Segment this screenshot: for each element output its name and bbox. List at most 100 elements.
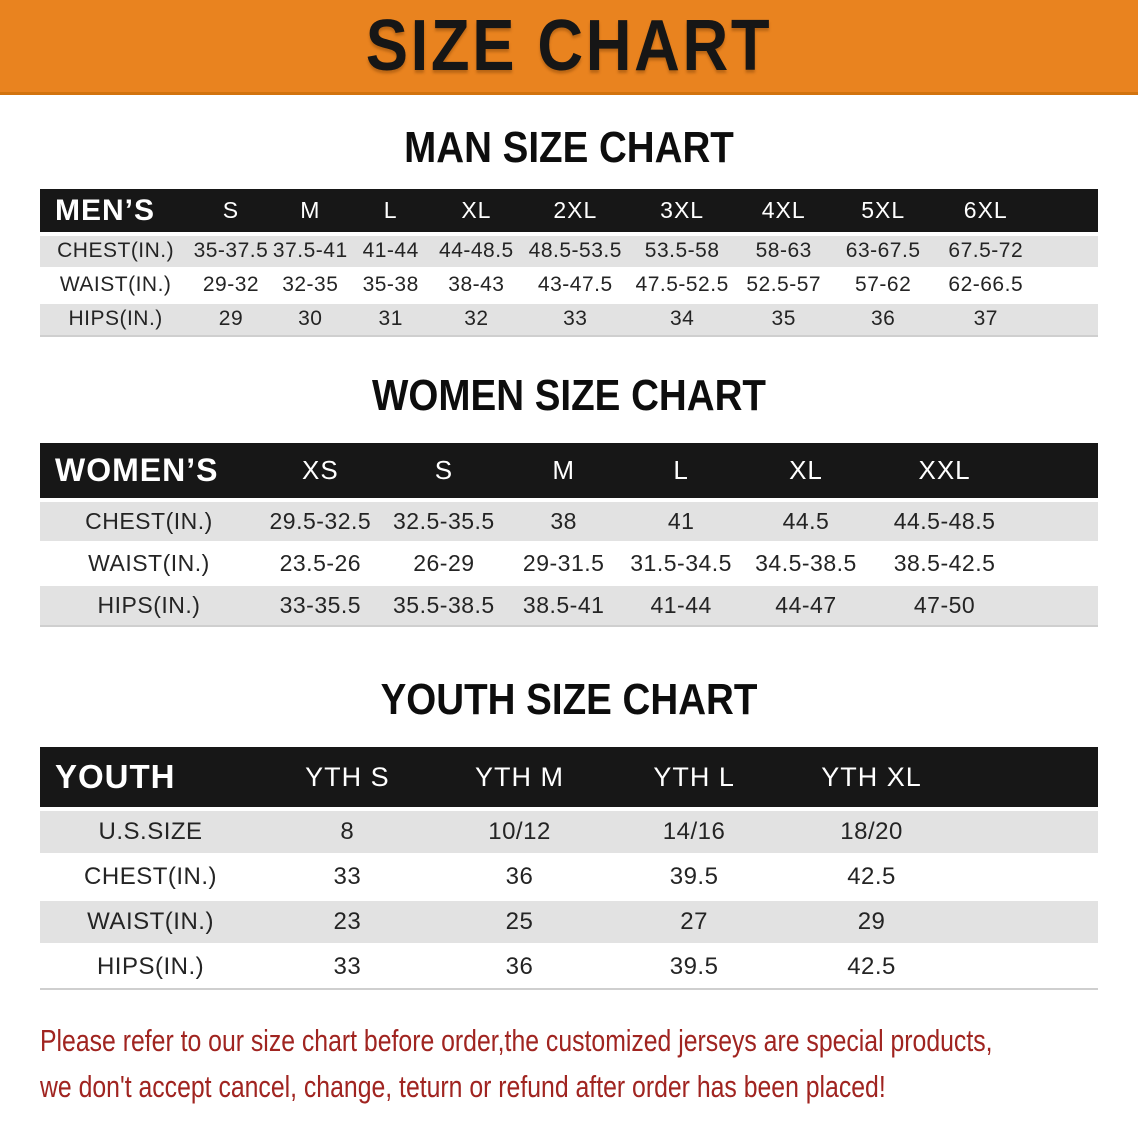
size-cell: 42.5 xyxy=(782,942,961,990)
size-column-header: 2XL xyxy=(521,189,630,236)
size-cell: 67.5-72 xyxy=(933,234,1038,268)
cell-filler xyxy=(1017,500,1098,542)
size-cell: 41-44 xyxy=(349,234,432,268)
row-label: CHEST(IN.) xyxy=(40,234,192,268)
table-row: U.S.SIZE 8 10/12 14/16 18/20 xyxy=(40,809,1098,854)
man-size-section: MAN SIZE CHART MEN’S S M L XL 2XL 3XL 4XL 5XL 6XL… xyxy=(0,122,1138,337)
size-cell: 38 xyxy=(504,500,623,542)
size-cell: 53.5-58 xyxy=(629,234,736,268)
size-cell: 41-44 xyxy=(622,582,740,627)
size-cell: 25 xyxy=(433,897,606,944)
youth-size-table: YOUTH YTH S YTH M YTH L YTH XL U.S.SIZE 8 10/12… xyxy=(40,747,1098,990)
size-column-header: YTH S xyxy=(261,747,434,811)
size-cell: 62-66.5 xyxy=(933,266,1038,302)
mens-size-table: MEN’S S M L XL 2XL 3XL 4XL 5XL 6XL CHEST(IN.) 35-37… xyxy=(40,189,1098,337)
man-size-table-slot: MEN’S S M L XL 2XL 3XL 4XL 5XL 6XL CHEST(IN.) 35-37… xyxy=(0,189,1138,337)
cell-filler xyxy=(1037,300,1098,337)
size-cell: 37 xyxy=(933,300,1038,337)
table-group-label: MEN’S xyxy=(40,189,192,236)
size-cell: 30 xyxy=(270,300,350,337)
header-row: WOMEN’S XS S M L XL XXL xyxy=(40,443,1098,502)
size-cell: 42.5 xyxy=(782,852,961,899)
size-cell: 36 xyxy=(832,300,934,337)
size-cell: 44.5-48.5 xyxy=(872,500,1018,542)
row-label: U.S.SIZE xyxy=(40,809,262,854)
size-cell: 38.5-41 xyxy=(504,582,623,627)
size-cell: 37.5-41 xyxy=(270,234,350,268)
size-cell: 35.5-38.5 xyxy=(382,582,505,627)
size-cell: 57-62 xyxy=(832,266,934,302)
row-label: WAIST(IN.) xyxy=(40,266,192,302)
table-row: HIPS(IN.) 33 36 39.5 42.5 xyxy=(40,942,1098,990)
size-cell: 33 xyxy=(261,942,434,990)
size-column-header: M xyxy=(270,189,350,236)
size-column-header: 3XL xyxy=(629,189,736,236)
header-filler xyxy=(1017,443,1098,502)
size-column-header: M xyxy=(504,443,623,502)
size-cell: 23.5-26 xyxy=(257,540,383,584)
size-cell: 44.5 xyxy=(739,500,873,542)
size-cell: 35-38 xyxy=(349,266,432,302)
size-cell: 36 xyxy=(433,852,606,899)
table-row: CHEST(IN.) 29.5-32.5 32.5-35.5 38 41 44.5 44.5… xyxy=(40,500,1098,542)
size-cell: 33 xyxy=(521,300,630,337)
size-cell: 23 xyxy=(261,897,434,944)
order-notice-line-1: Please refer to our size chart before or… xyxy=(40,1023,993,1058)
order-notice: Please refer to our size chart before or… xyxy=(40,1018,1138,1110)
order-notice-line-2: we don't accept cancel, change, teturn o… xyxy=(40,1069,886,1104)
size-column-header: XS xyxy=(257,443,383,502)
header-row: MEN’S S M L XL 2XL 3XL 4XL 5XL 6XL xyxy=(40,189,1098,236)
size-cell: 63-67.5 xyxy=(832,234,934,268)
cell-filler xyxy=(1037,234,1098,268)
size-column-header: S xyxy=(382,443,505,502)
row-label: HIPS(IN.) xyxy=(40,300,192,337)
size-cell: 38.5-42.5 xyxy=(872,540,1018,584)
cell-filler xyxy=(1017,540,1098,584)
table-row: WAIST(IN.) 23.5-26 26-29 29-31.5 31.5-34.5 34… xyxy=(40,540,1098,584)
size-cell: 44-47 xyxy=(739,582,873,627)
table-row: HIPS(IN.) 33-35.5 35.5-38.5 38.5-41 41-44 44-… xyxy=(40,582,1098,627)
size-column-header: YTH XL xyxy=(782,747,961,811)
size-column-header: 5XL xyxy=(832,189,934,236)
row-label: WAIST(IN.) xyxy=(40,897,262,944)
table-group-label: YOUTH xyxy=(40,747,262,811)
women-size-table-slot: WOMEN’S XS S M L XL XXL CHEST(IN.) 29.5-32.5 32.5… xyxy=(0,443,1138,627)
size-cell: 29.5-32.5 xyxy=(257,500,383,542)
cell-filler xyxy=(960,942,1098,990)
size-cell: 34 xyxy=(629,300,736,337)
size-cell: 41 xyxy=(622,500,740,542)
header-row: YOUTH YTH S YTH M YTH L YTH XL xyxy=(40,747,1098,811)
table-row: WAIST(IN.) 23 25 27 29 xyxy=(40,897,1098,944)
size-cell: 48.5-53.5 xyxy=(521,234,630,268)
size-column-header: S xyxy=(191,189,271,236)
cell-filler xyxy=(1017,582,1098,627)
women-size-section: WOMEN SIZE CHART WOMEN’S XS S M L XL XXL CHEST(… xyxy=(0,370,1138,627)
size-column-header: YTH L xyxy=(605,747,783,811)
size-cell: 47-50 xyxy=(872,582,1018,627)
size-cell: 33-35.5 xyxy=(257,582,383,627)
size-cell: 32-35 xyxy=(270,266,350,302)
size-cell: 39.5 xyxy=(605,942,783,990)
youth-size-section: YOUTH SIZE CHART YOUTH YTH S YTH M YTH L YTH… xyxy=(0,676,1138,990)
size-cell: 27 xyxy=(605,897,783,944)
size-cell: 36 xyxy=(433,942,606,990)
table-row: WAIST(IN.) 29-32 32-35 35-38 38-43 43-47.5 47.… xyxy=(40,266,1098,302)
row-label: HIPS(IN.) xyxy=(40,582,258,627)
size-cell: 31.5-34.5 xyxy=(622,540,740,584)
size-cell: 14/16 xyxy=(605,809,783,854)
man-size-heading: MAN SIZE CHART xyxy=(404,122,734,172)
size-chart-content: MAN SIZE CHART MEN’S S M L XL 2XL 3XL 4XL 5XL 6XL… xyxy=(0,122,1138,990)
size-column-header: XXL xyxy=(872,443,1018,502)
size-chart-banner: SIZE CHART xyxy=(0,0,1138,95)
size-column-header: 4XL xyxy=(735,189,833,236)
header-filler xyxy=(1037,189,1098,236)
women-size-heading: WOMEN SIZE CHART xyxy=(372,370,766,420)
size-cell: 29 xyxy=(782,897,961,944)
size-cell: 10/12 xyxy=(433,809,606,854)
size-cell: 29-31.5 xyxy=(504,540,623,584)
size-cell: 33 xyxy=(261,852,434,899)
size-cell: 39.5 xyxy=(605,852,783,899)
row-label: CHEST(IN.) xyxy=(40,852,262,899)
size-cell: 34.5-38.5 xyxy=(739,540,873,584)
size-column-header: 6XL xyxy=(933,189,1038,236)
